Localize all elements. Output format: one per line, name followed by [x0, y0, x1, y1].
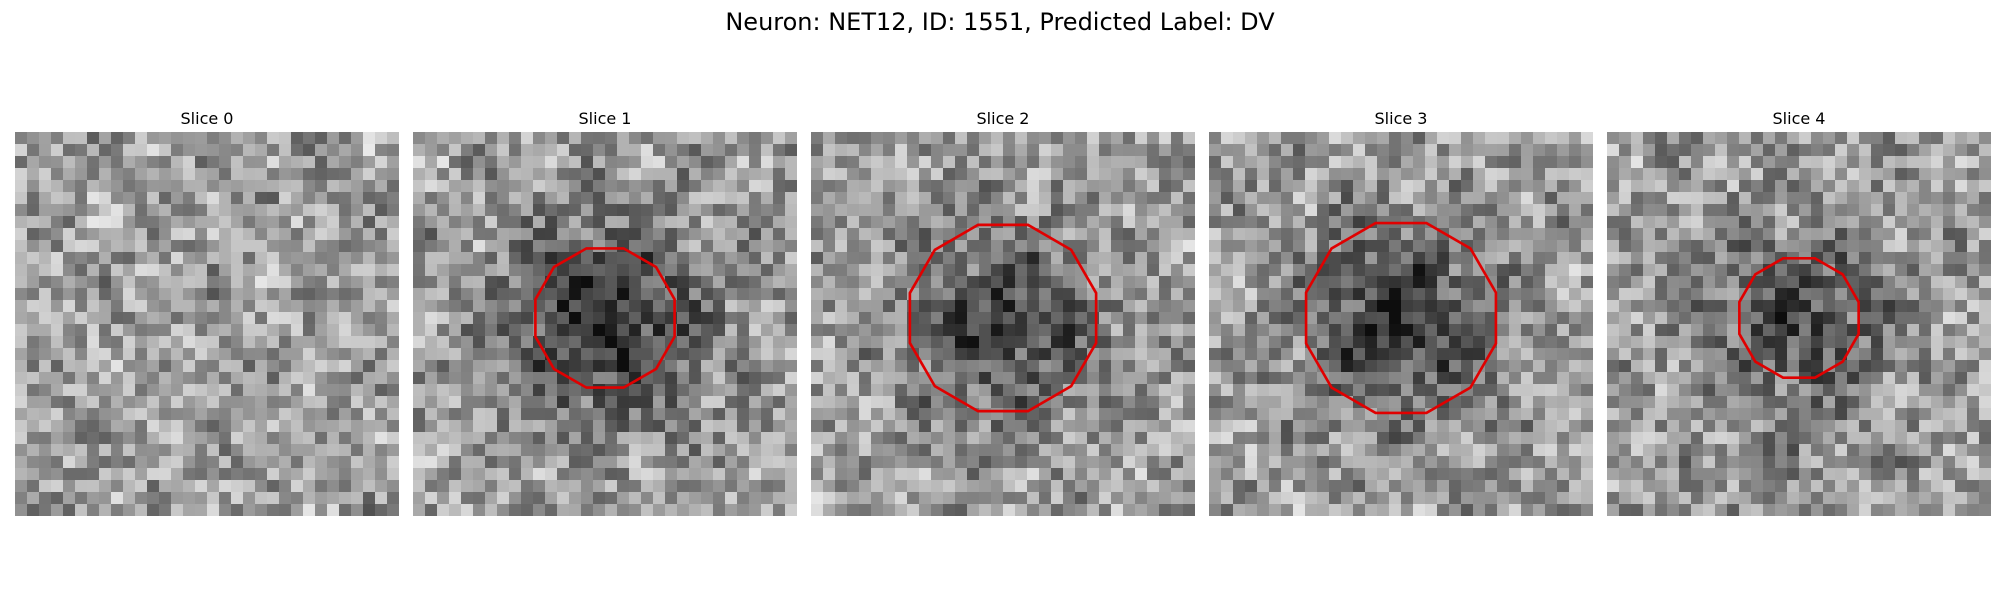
- panel-title: Slice 0: [180, 109, 234, 128]
- slice-image: [15, 132, 399, 516]
- neuron-outline: [1738, 257, 1860, 379]
- slice-image: [1209, 132, 1593, 516]
- panel-slice-4: Slice 4: [1607, 110, 1991, 516]
- figure-title: Neuron: NET12, ID: 1551, Predicted Label…: [725, 8, 1275, 36]
- panel-title: Slice 2: [976, 109, 1030, 128]
- panel-title: Slice 1: [578, 109, 632, 128]
- panel-slice-0: Slice 0: [15, 110, 399, 516]
- panel-slice-3: Slice 3: [1209, 110, 1593, 516]
- panel-slice-1: Slice 1: [413, 110, 797, 516]
- panel-slice-2: Slice 2: [811, 110, 1195, 516]
- neuron-outline: [1304, 221, 1498, 415]
- slice-image: [811, 132, 1195, 516]
- neuron-outline: [534, 247, 676, 389]
- panel-title: Slice 3: [1374, 109, 1428, 128]
- slice-image: [413, 132, 797, 516]
- slice-image: [1607, 132, 1991, 516]
- neuron-outline: [908, 223, 1098, 413]
- panel-title: Slice 4: [1772, 109, 1826, 128]
